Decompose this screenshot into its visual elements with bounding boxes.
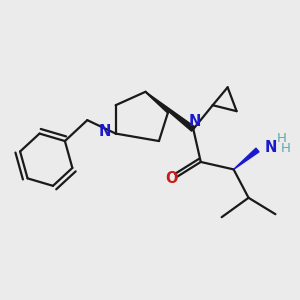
Text: H: H [281,142,291,155]
Text: N: N [265,140,277,155]
Polygon shape [234,148,259,169]
Text: O: O [165,171,178,186]
Text: H: H [277,132,286,145]
Polygon shape [146,92,195,131]
Text: N: N [189,114,201,129]
Text: N: N [98,124,110,139]
